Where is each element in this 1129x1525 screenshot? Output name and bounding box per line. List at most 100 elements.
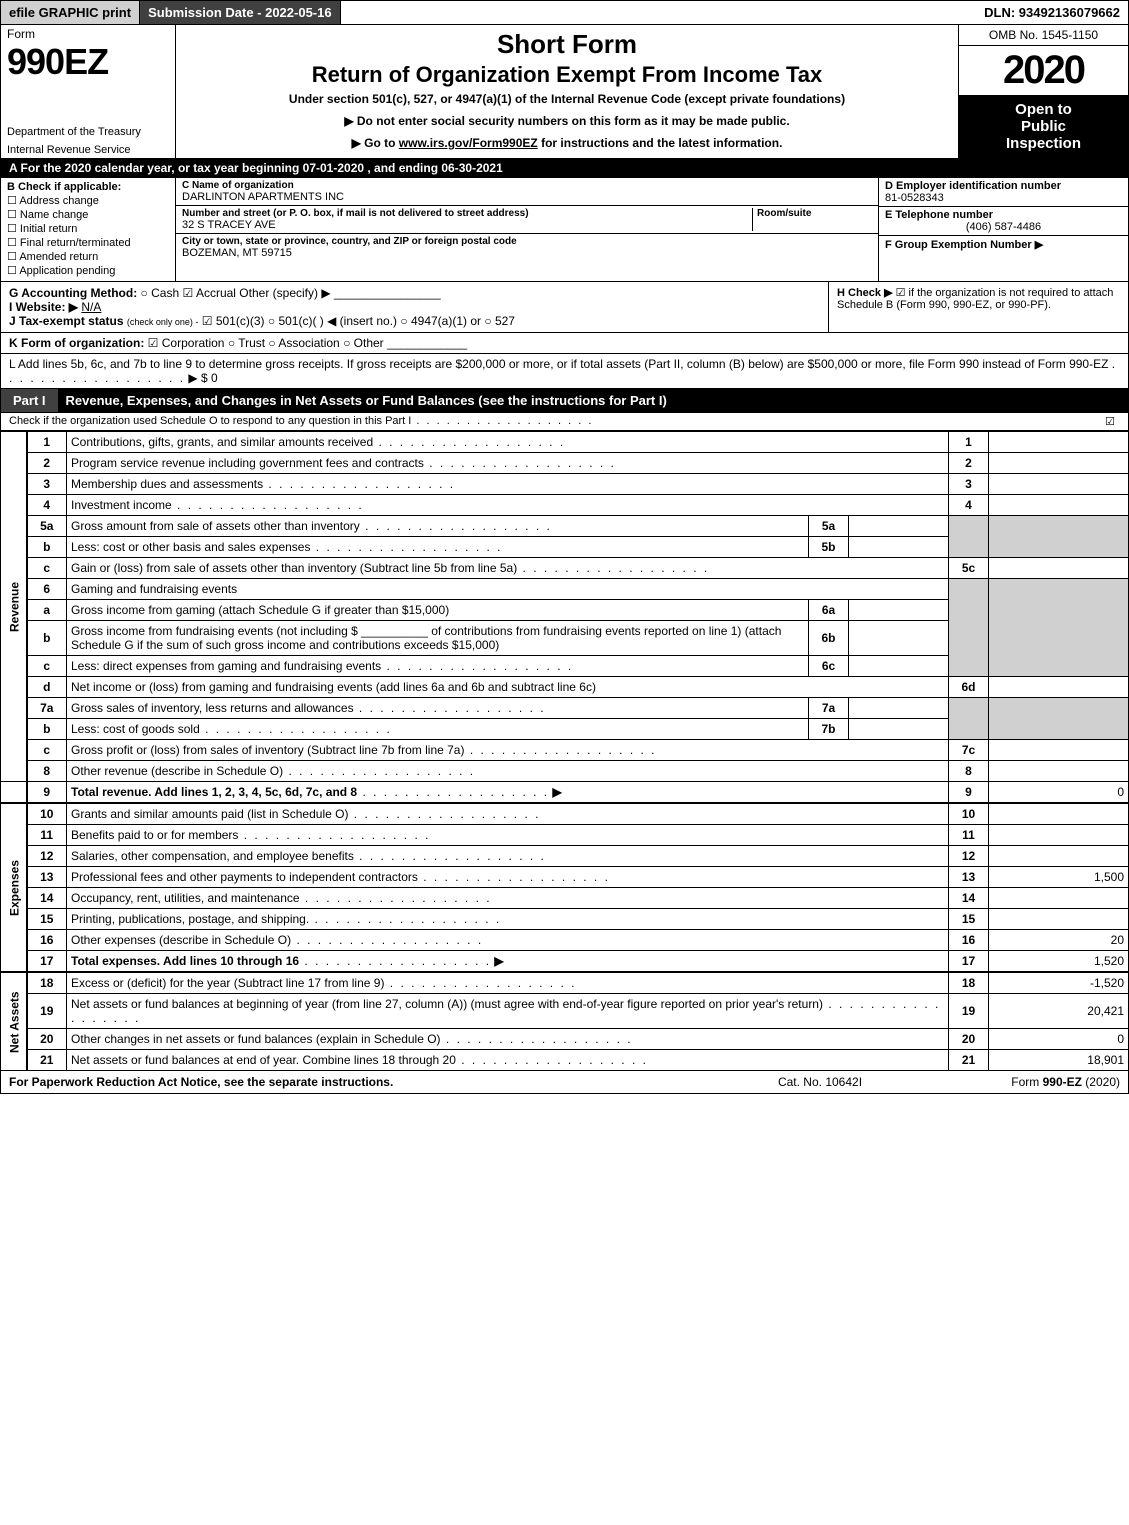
goto-link[interactable]: www.irs.gov/Form990EZ <box>399 136 538 150</box>
g-label: G Accounting Method: <box>9 286 137 300</box>
sub-num: 7a <box>809 698 849 719</box>
line-rn: 21 <box>949 1050 989 1071</box>
group-row: F Group Exemption Number ▶ <box>879 236 1128 281</box>
line-amt <box>989 495 1129 516</box>
shade-cell <box>949 698 989 740</box>
line-num: 12 <box>27 846 67 867</box>
chk-501c[interactable]: 501(c)( ) ◀ (insert no.) <box>268 314 397 328</box>
line-rn: 15 <box>949 909 989 930</box>
chk-association[interactable]: Association <box>268 336 339 350</box>
chk-final-return[interactable]: Final return/terminated <box>7 236 169 249</box>
line-amt <box>989 804 1129 825</box>
row-l: L Add lines 5b, 6c, and 7b to line 9 to … <box>0 354 1129 389</box>
table-row: 15Printing, publications, postage, and s… <box>1 909 1129 930</box>
line-desc: Grants and similar amounts paid (list in… <box>67 804 949 825</box>
return-title: Return of Organization Exempt From Incom… <box>184 62 950 88</box>
sidebar-revenue: Revenue <box>1 432 27 782</box>
line-num: 9 <box>27 782 67 803</box>
line-desc: Gaming and fundraising events <box>67 579 949 600</box>
line-num: 15 <box>27 909 67 930</box>
table-row: 2 Program service revenue including gove… <box>1 453 1129 474</box>
chk-schedule-o[interactable] <box>1100 415 1120 428</box>
chk-corporation[interactable]: Corporation <box>148 336 225 350</box>
chk-h[interactable] <box>896 287 909 299</box>
table-row: 19Net assets or fund balances at beginni… <box>1 994 1129 1029</box>
table-row: Expenses 10 Grants and similar amounts p… <box>1 804 1129 825</box>
tax-year: 2020 <box>959 46 1128 95</box>
line-rn: 5c <box>949 558 989 579</box>
line-num: 11 <box>27 825 67 846</box>
sub-num: 5b <box>809 537 849 558</box>
h-label: H Check ▶ <box>837 287 893 299</box>
footer-right: Form 990-EZ (2020) <box>920 1075 1120 1089</box>
chk-application-pending[interactable]: Application pending <box>7 264 169 277</box>
no-ssn-note: ▶ Do not enter social security numbers o… <box>184 114 950 128</box>
line-num: 20 <box>27 1029 67 1050</box>
line-rn: 4 <box>949 495 989 516</box>
line-amt <box>989 474 1129 495</box>
i-label: I Website: ▶ <box>9 300 78 314</box>
section-b: B Check if applicable: Address change Na… <box>1 178 176 281</box>
top-bar: efile GRAPHIC print Submission Date - 20… <box>0 0 1129 25</box>
ein-label: D Employer identification number <box>885 180 1122 192</box>
line-rn: 18 <box>949 973 989 994</box>
shade-cell <box>989 698 1129 740</box>
chk-initial-return[interactable]: Initial return <box>7 222 169 235</box>
sub-val <box>849 516 949 537</box>
line-desc: Other expenses (describe in Schedule O) <box>67 930 949 951</box>
submission-date-button[interactable]: Submission Date - 2022-05-16 <box>140 1 341 24</box>
line-rn: 17 <box>949 951 989 972</box>
line-num: 21 <box>27 1050 67 1071</box>
table-row: Net Assets 18 Excess or (deficit) for th… <box>1 973 1129 994</box>
chk-527[interactable]: 527 <box>484 314 515 328</box>
line-amt: 20,421 <box>989 994 1129 1029</box>
line-amt: 1,520 <box>989 951 1129 972</box>
website-value: N/A <box>81 300 101 314</box>
line-desc: Net income or (loss) from gaming and fun… <box>67 677 949 698</box>
line-amt <box>989 825 1129 846</box>
city-value: BOZEMAN, MT 59715 <box>182 247 872 259</box>
line-amt <box>989 761 1129 782</box>
line-amt <box>989 558 1129 579</box>
info-block: B Check if applicable: Address change Na… <box>0 178 1129 282</box>
form-number: 990EZ <box>7 41 169 83</box>
row-k: K Form of organization: Corporation Trus… <box>0 333 1129 354</box>
chk-name-change[interactable]: Name change <box>7 208 169 221</box>
line-desc: Net assets or fund balances at end of ye… <box>67 1050 949 1071</box>
efile-print-button[interactable]: efile GRAPHIC print <box>1 1 140 24</box>
radio-accrual[interactable]: Accrual <box>183 286 236 300</box>
table-row: 13Professional fees and other payments t… <box>1 867 1129 888</box>
inspect-line2: Public <box>963 118 1124 135</box>
table-row: Revenue 1 Contributions, gifts, grants, … <box>1 432 1129 453</box>
radio-cash[interactable]: Cash <box>141 286 180 300</box>
goto-pre: ▶ Go to <box>352 136 399 150</box>
table-row: 12Salaries, other compensation, and empl… <box>1 846 1129 867</box>
line-rn: 2 <box>949 453 989 474</box>
table-row: c Gross profit or (loss) from sales of i… <box>1 740 1129 761</box>
chk-trust[interactable]: Trust <box>228 336 265 350</box>
line-amt: 20 <box>989 930 1129 951</box>
chk-amended-return[interactable]: Amended return <box>7 250 169 263</box>
line-desc: Other revenue (describe in Schedule O) <box>67 761 949 782</box>
chk-address-change[interactable]: Address change <box>7 194 169 207</box>
chk-other[interactable]: Other <box>343 336 384 350</box>
line-desc: Gross amount from sale of assets other t… <box>67 516 809 537</box>
line-amt: 0 <box>989 782 1129 803</box>
group-label: F Group Exemption Number ▶ <box>885 239 1043 251</box>
line-amt: -1,520 <box>989 973 1129 994</box>
room-label: Room/suite <box>757 208 872 219</box>
line-num: d <box>27 677 67 698</box>
table-row: 21Net assets or fund balances at end of … <box>1 1050 1129 1071</box>
table-row: 3 Membership dues and assessments 3 <box>1 474 1129 495</box>
chk-501c3[interactable]: 501(c)(3) <box>202 314 265 328</box>
line-amt: 18,901 <box>989 1050 1129 1071</box>
table-row: 5a Gross amount from sale of assets othe… <box>1 516 1129 537</box>
part1-title: Revenue, Expenses, and Changes in Net As… <box>58 389 1128 412</box>
line-rn: 1 <box>949 432 989 453</box>
part1-sub-text: Check if the organization used Schedule … <box>9 415 1100 428</box>
chk-4947[interactable]: 4947(a)(1) or <box>400 314 481 328</box>
line-amt <box>989 909 1129 930</box>
dln-label: DLN: 93492136079662 <box>976 1 1128 24</box>
line-num: 2 <box>27 453 67 474</box>
line-desc: Gross income from fundraising events (no… <box>67 621 809 656</box>
